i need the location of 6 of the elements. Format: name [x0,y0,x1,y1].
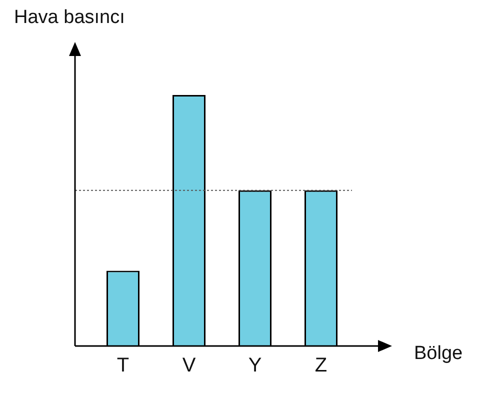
y-axis-title: Hava basıncı [14,7,125,29]
x-tick-label: V [182,354,196,377]
x-tick-label: Y [248,354,262,377]
x-tick-label: T [116,354,130,377]
x-axis-title: Bölge [414,343,463,365]
x-tick-label: Z [314,354,328,377]
